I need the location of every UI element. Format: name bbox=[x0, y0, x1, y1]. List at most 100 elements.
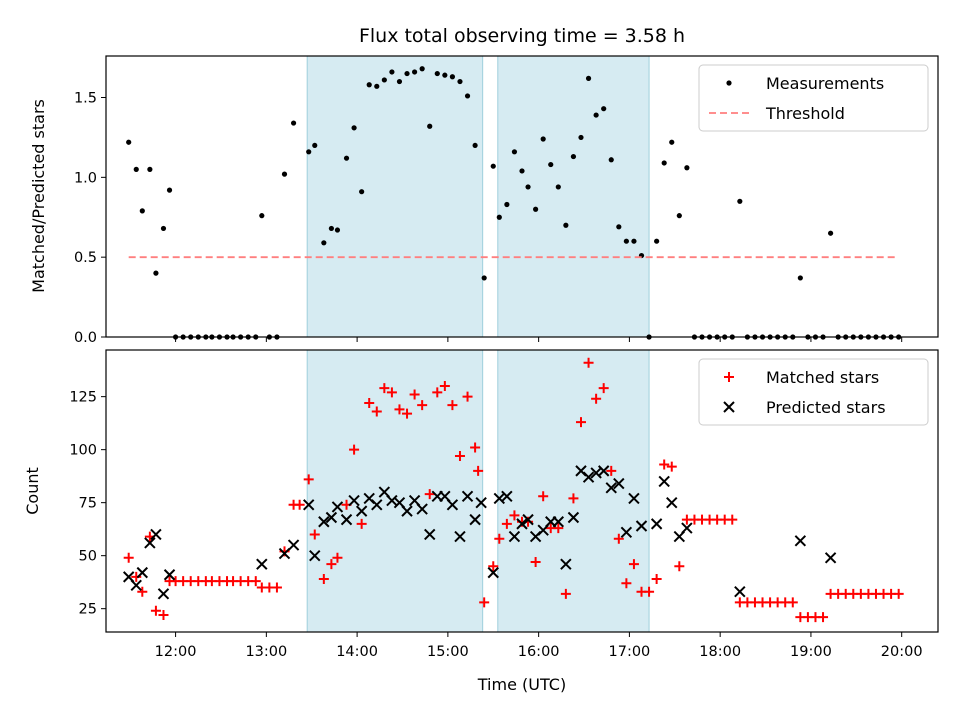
measurement-point bbox=[585, 75, 592, 81]
matched-star-point bbox=[470, 442, 481, 453]
matched-star-point bbox=[575, 417, 586, 428]
predicted-star-point bbox=[309, 549, 321, 562]
bottom-ytick-label: 100 bbox=[69, 443, 97, 459]
matched-star-point bbox=[271, 582, 282, 593]
measurement-point bbox=[827, 230, 834, 236]
matched-star-point bbox=[674, 561, 685, 572]
measurement-point bbox=[133, 166, 139, 172]
matched-star-point bbox=[294, 499, 305, 510]
matched-star-point bbox=[386, 387, 397, 398]
matched-star-point bbox=[131, 571, 142, 582]
predicted-star-point bbox=[331, 501, 344, 513]
predicted-star-point bbox=[597, 465, 610, 477]
measurement-point bbox=[490, 163, 496, 169]
matched-star-point bbox=[424, 489, 435, 500]
xtick-label: 20:00 bbox=[881, 644, 923, 660]
predicted-star-point bbox=[734, 586, 746, 598]
matched-star-point bbox=[787, 597, 798, 608]
measurement-point bbox=[126, 139, 132, 145]
predicted-star-point bbox=[424, 528, 436, 541]
xtick-label: 17:00 bbox=[609, 644, 651, 660]
bottom-panel-legend: Matched stars Predicted stars bbox=[698, 358, 929, 426]
measurement-point bbox=[442, 72, 448, 78]
matched-star-point bbox=[606, 465, 617, 476]
matched-star-point bbox=[893, 588, 904, 599]
matched-star-point bbox=[666, 461, 677, 472]
measurement-point bbox=[374, 83, 380, 89]
measurement-point bbox=[472, 142, 478, 149]
matched-star-point bbox=[473, 465, 484, 476]
matched-star-point bbox=[447, 400, 458, 411]
bottom-observing-window-2 bbox=[497, 349, 650, 633]
bottom-ytick-label: 125 bbox=[69, 390, 97, 406]
top-observing-window-1 bbox=[306, 55, 484, 338]
bottom-ytick-label: 75 bbox=[79, 496, 97, 512]
bottom-ytick-label: 25 bbox=[79, 602, 97, 618]
measurement-point bbox=[533, 206, 539, 212]
matched-star-point bbox=[309, 529, 320, 540]
predicted-star-point bbox=[658, 475, 670, 488]
predicted-star-point bbox=[552, 516, 565, 528]
predicted-star-point bbox=[454, 530, 466, 543]
matched-star-point bbox=[432, 387, 443, 398]
measurement-point bbox=[608, 157, 614, 163]
matched-star-point bbox=[628, 559, 639, 570]
matched-star-point bbox=[158, 610, 169, 621]
measurement-point bbox=[601, 106, 607, 112]
measurement-point bbox=[312, 142, 318, 149]
matched-star-point bbox=[379, 383, 390, 394]
predicted-star-point bbox=[416, 503, 428, 515]
matched-star-point bbox=[598, 383, 609, 394]
legend-predicted-swatch bbox=[723, 401, 735, 413]
measurement-point bbox=[654, 238, 660, 244]
predicted-star-point bbox=[794, 535, 807, 547]
top-panel-observing-windows bbox=[306, 55, 650, 338]
matched-star-point bbox=[123, 552, 134, 563]
bottom-panel-ticks: 25 50 75 100 125 12:00 13:00 14:00 15:00 16:00 17:… bbox=[69, 390, 922, 660]
matched-star-point bbox=[591, 393, 602, 404]
matched-star-point bbox=[462, 391, 473, 402]
measurement-point bbox=[797, 275, 803, 281]
bottom-panel-ylabel: Count bbox=[23, 467, 42, 515]
measurement-point bbox=[389, 69, 395, 75]
matched-star-point bbox=[250, 576, 261, 587]
matched-star-point bbox=[651, 573, 662, 584]
matched-star-point bbox=[727, 514, 738, 525]
measurement-point bbox=[449, 74, 456, 80]
matched-star-point bbox=[568, 493, 579, 504]
matched-star-point bbox=[150, 605, 161, 616]
measurement-point bbox=[737, 198, 743, 204]
predicted-star-point bbox=[628, 492, 640, 505]
matched-star-point bbox=[364, 398, 375, 409]
matched-star-point bbox=[583, 357, 594, 368]
predicted-star-point bbox=[582, 471, 595, 483]
measurement-point bbox=[404, 70, 410, 77]
matched-star-point bbox=[553, 523, 564, 534]
predicted-star-point bbox=[371, 499, 383, 511]
top-panel-ylabel: Matched/Predicted stars bbox=[29, 99, 48, 293]
measurement-point bbox=[259, 213, 265, 219]
top-ytick-label: 0.5 bbox=[74, 250, 97, 266]
measurement-point bbox=[411, 69, 418, 75]
top-panel-marks bbox=[126, 66, 902, 340]
predicted-star-point bbox=[461, 490, 474, 503]
legend-label: Threshold bbox=[765, 104, 845, 123]
predicted-star-point bbox=[348, 494, 360, 507]
predicted-star-point bbox=[508, 530, 521, 543]
predicted-star-point bbox=[150, 528, 162, 541]
measurement-point bbox=[570, 153, 577, 160]
matched-star-point bbox=[409, 389, 420, 400]
measurement-point bbox=[306, 149, 312, 155]
predicted-star-point bbox=[605, 482, 617, 494]
matched-star-point bbox=[332, 552, 343, 563]
bottom-panel-marks bbox=[122, 357, 904, 623]
measurement-point bbox=[147, 166, 153, 172]
matched-star-point bbox=[530, 557, 541, 568]
measurement-point bbox=[525, 184, 531, 190]
measurement-point bbox=[160, 225, 167, 232]
measurement-point bbox=[457, 78, 463, 85]
matched-star-point bbox=[137, 586, 148, 597]
matched-star-point bbox=[479, 597, 490, 608]
chart-title: Flux total observing time = 3.58 h bbox=[359, 25, 685, 47]
